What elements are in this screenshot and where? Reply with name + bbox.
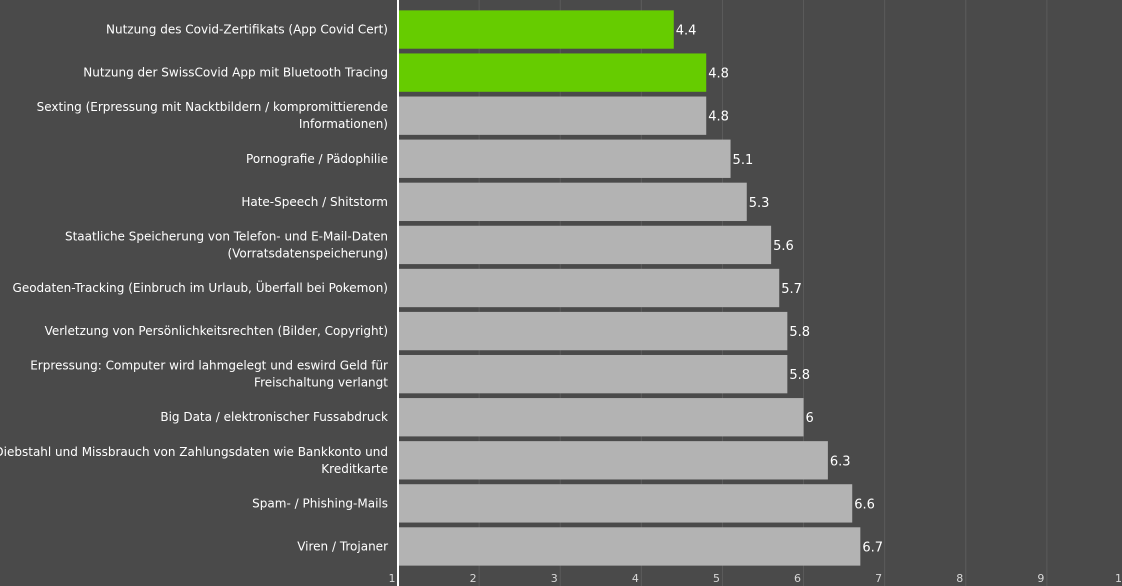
value-label: 4.8 <box>708 67 729 82</box>
x-axis-ticks: 1 2 3 4 5 6 7 8 9 10 <box>389 572 1122 585</box>
value-labels: 4.4 4.8 4.8 5.1 5.3 5.6 5.7 5.8 5.8 6 6.3 6.6 6.7 <box>676 24 883 556</box>
bar <box>398 268 780 308</box>
category-label: Viren / Trojaner <box>297 539 388 553</box>
x-tick-label: 9 <box>1037 572 1044 585</box>
x-tick-label: 3 <box>551 572 558 585</box>
value-label: 5.6 <box>773 239 794 254</box>
x-tick-label: 10 <box>1115 572 1122 585</box>
value-label: 4.8 <box>708 110 729 125</box>
value-label: 5.7 <box>781 282 802 297</box>
value-label: 6.6 <box>854 497 875 512</box>
value-label: 5.8 <box>789 368 810 383</box>
bar <box>398 53 707 92</box>
category-label: Hate-Speech / Shitstorm <box>241 195 388 209</box>
category-label: Erpressung: Computer wird lahmgelegt und… <box>30 359 388 390</box>
bar <box>398 484 853 523</box>
bar <box>398 96 707 135</box>
category-label: Geodaten-Tracking (Einbruch im Urlaub, Ü… <box>13 279 388 295</box>
bar <box>398 10 674 49</box>
bar <box>398 182 747 222</box>
value-label: 6.7 <box>862 540 883 555</box>
bar <box>398 527 861 566</box>
value-label: 5.8 <box>789 325 810 340</box>
category-label: Pornografie / Pädophilie <box>246 152 388 166</box>
category-label: Big Data / elektronischer Fussabdruck <box>160 410 388 424</box>
category-label: Staatliche Speicherung von Telefon- und … <box>65 229 388 260</box>
category-label: Sexting (Erpressung mit Nacktbildern / k… <box>37 100 388 131</box>
value-label: 6.3 <box>830 454 851 469</box>
category-label: Nutzung des Covid-Zertifikats (App Covid… <box>106 23 388 37</box>
value-label: 6 <box>806 411 814 426</box>
bar <box>398 311 788 351</box>
category-label: Nutzung der SwissCovid App mit Bluetooth… <box>83 66 388 80</box>
x-tick-label: 2 <box>470 572 477 585</box>
x-tick-label: 8 <box>956 572 963 585</box>
category-labels: Nutzung des Covid-Zertifikats (App Covid… <box>0 23 388 554</box>
value-label: 5.1 <box>733 153 754 168</box>
x-tick-label: 5 <box>713 572 720 585</box>
bar <box>398 139 731 178</box>
value-label: 5.3 <box>749 196 770 211</box>
x-tick-label: 7 <box>875 572 882 585</box>
x-tick-label: 4 <box>632 572 639 585</box>
category-label: Spam- / Phishing-Mails <box>252 496 388 510</box>
bar <box>398 398 804 437</box>
category-label: Verletzung von Persönlichkeitsrechten (B… <box>45 324 388 338</box>
bar <box>398 441 828 480</box>
x-tick-label: 6 <box>794 572 801 585</box>
bar <box>398 225 772 265</box>
bars <box>398 10 861 566</box>
bar <box>398 354 788 394</box>
category-label: Diebstahl und Missbrauch von Zahlungsdat… <box>0 445 388 476</box>
value-label: 4.4 <box>676 24 697 39</box>
x-tick-label: 1 <box>389 572 396 585</box>
